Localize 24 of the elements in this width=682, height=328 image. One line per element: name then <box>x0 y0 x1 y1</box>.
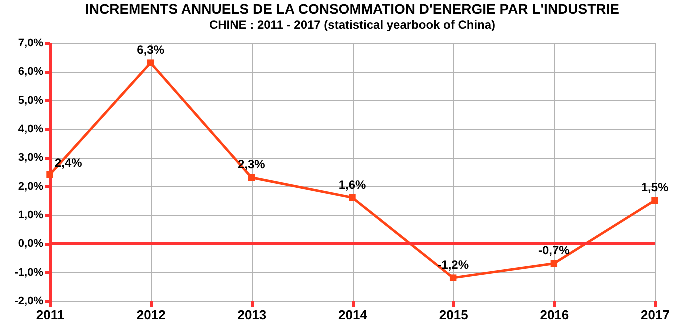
y-tick-label: -1,0% <box>14 266 44 279</box>
data-label: -1,2% <box>438 258 470 272</box>
y-tick-label: 2,0% <box>18 180 44 193</box>
data-label: 6,3% <box>137 43 165 58</box>
x-tick-label: 2017 <box>641 308 670 322</box>
chart-title: INCREMENTS ANNUELS DE LA CONSOMMATION D'ENERGIE PAR L'INDUSTRIE <box>85 1 620 17</box>
x-tick-label: 2015 <box>439 308 468 322</box>
y-tick-label: 5,0% <box>18 94 44 107</box>
y-tick-label: 3,0% <box>18 152 44 164</box>
y-tick-label: 1,0% <box>18 210 44 222</box>
chart-subtitle: CHINE : 2011 - 2017 (statistical yearbook of China) <box>209 18 496 32</box>
y-tick-label: -2,0% <box>14 296 44 308</box>
data-label: 1,6% <box>338 178 366 192</box>
x-tick-label: 2011 <box>36 308 65 322</box>
data-label: -0,7% <box>538 244 570 258</box>
data-label: 1,5% <box>641 180 669 195</box>
x-tick-label: 2014 <box>338 308 368 322</box>
y-tick-label: 0,0% <box>18 238 44 250</box>
x-tick-label: 2016 <box>540 308 570 322</box>
y-tick-label: 7,0% <box>18 38 44 50</box>
x-tick-label: 2013 <box>238 308 267 322</box>
x-tick-label: 2012 <box>136 308 166 322</box>
y-tick-label: 6,0% <box>18 66 44 78</box>
y-tick-label: 4,0% <box>18 124 44 136</box>
